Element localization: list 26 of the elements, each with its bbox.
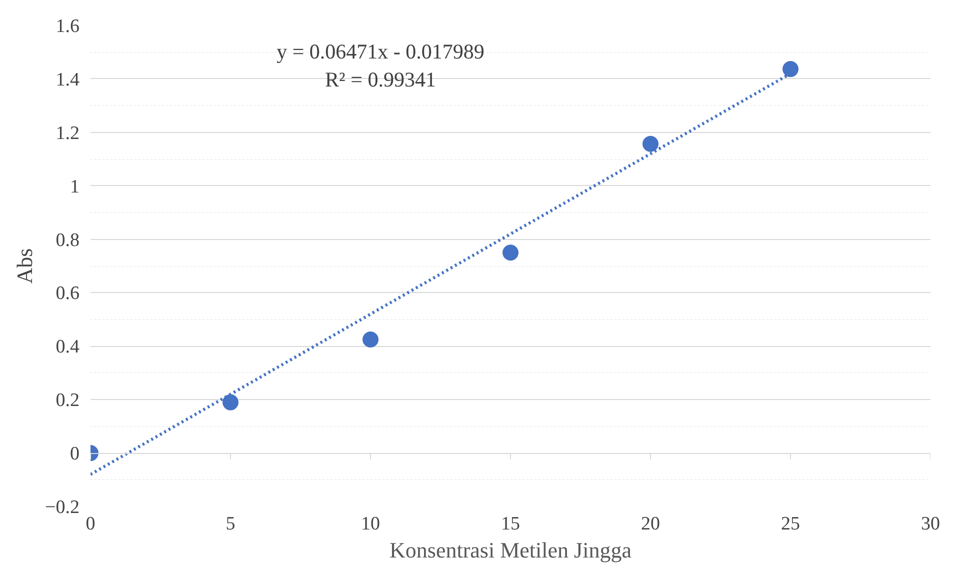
y-tick-label: 1.4 (56, 69, 80, 90)
x-axis-title: Konsentrasi Metilen Jingga (390, 538, 632, 562)
y-tick-label: 1.6 (56, 16, 80, 37)
x-tick-label: 0 (86, 514, 96, 534)
y-tick-label: 1.2 (56, 122, 80, 144)
x-tick-label: 25 (781, 514, 800, 534)
point (502, 244, 518, 261)
y-tick-label: 1 (70, 176, 80, 198)
x-tick-label: 5 (226, 514, 236, 534)
point (362, 332, 378, 348)
y-axis-title: Abs (12, 248, 38, 284)
y-tick-label: 0 (70, 444, 80, 465)
y-tick-label: 0.2 (56, 390, 80, 412)
annotation: y = 0.06471x - 0.017989 (276, 40, 484, 64)
x-tick-label: 20 (641, 514, 660, 534)
y-tick-label: −0.2 (45, 497, 80, 518)
point (782, 61, 798, 78)
y-tick-label: 0.6 (56, 283, 80, 304)
y-tick-label: 0.8 (56, 230, 80, 251)
point (222, 394, 238, 410)
x-tick-label: 15 (501, 514, 520, 534)
x-tick-label: 30 (921, 514, 940, 534)
x-tick-label: 10 (361, 514, 380, 534)
y-tick-label: 0.4 (56, 336, 80, 358)
point (642, 136, 658, 152)
annotation: R² = 0.99341 (325, 68, 436, 92)
